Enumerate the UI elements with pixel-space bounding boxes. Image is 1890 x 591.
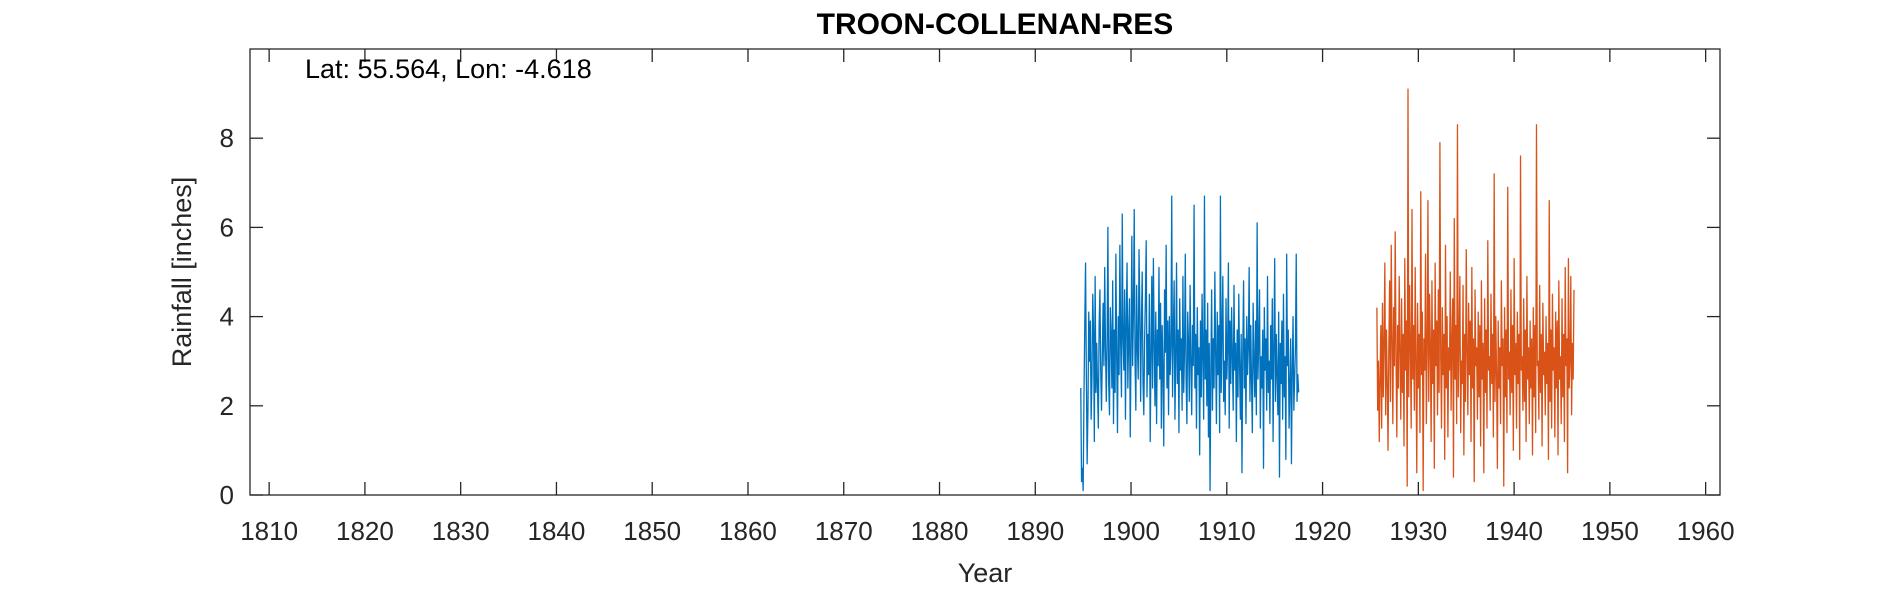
x-tick-label: 1880 (911, 516, 969, 546)
y-tick-label: 2 (220, 391, 234, 421)
series-line-2 (1376, 88, 1575, 492)
y-tick-label: 4 (220, 302, 234, 332)
y-axis-label: Rainfall [inches] (167, 177, 197, 368)
x-tick-label: 1850 (623, 516, 681, 546)
y-tick-label: 8 (220, 123, 234, 153)
y-tick-label: 6 (220, 212, 234, 242)
x-tick-label: 1950 (1581, 516, 1639, 546)
x-tick-label: 1810 (240, 516, 298, 546)
x-tick-label: 1920 (1294, 516, 1352, 546)
y-axis: 0 2 4 6 8 (220, 123, 1720, 510)
plot-area-frame (249, 48, 1721, 496)
x-axis: 1810 1820 1830 1840 1850 1860 1870 1880 1890 1900… (240, 49, 1735, 546)
x-tick-label: 1940 (1485, 516, 1543, 546)
x-tick-label: 1860 (719, 516, 777, 546)
x-tick-label: 1910 (1198, 516, 1256, 546)
station-coordinates-annotation: Lat: 55.564, Lon: -4.618 (305, 54, 592, 84)
x-tick-label: 1890 (1006, 516, 1064, 546)
x-tick-label: 1960 (1677, 516, 1735, 546)
chart-title: TROON-COLLENAN-RES (817, 8, 1174, 41)
x-axis-label: Year (958, 558, 1013, 588)
x-tick-label: 1870 (815, 516, 873, 546)
x-tick-label: 1830 (432, 516, 490, 546)
x-tick-label: 1840 (528, 516, 586, 546)
series-line-1 (1080, 195, 1300, 492)
series-group (1080, 88, 1575, 492)
x-tick-label: 1930 (1389, 516, 1447, 546)
x-tick-label: 1900 (1102, 516, 1160, 546)
y-tick-label: 0 (220, 480, 234, 510)
x-tick-label: 1820 (336, 516, 394, 546)
